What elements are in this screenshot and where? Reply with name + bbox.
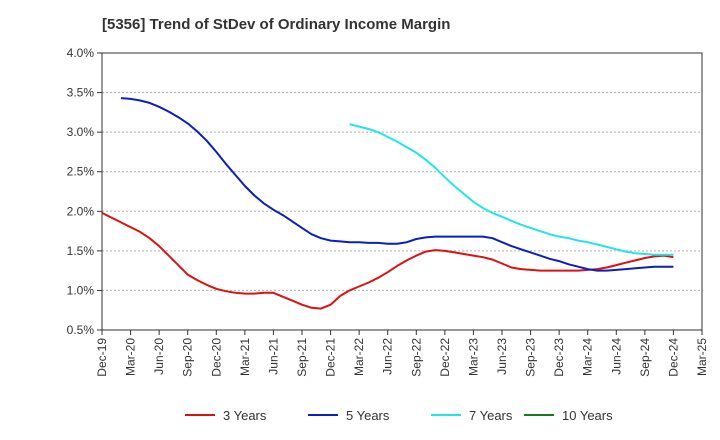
x-tick-label: Jun-22 bbox=[381, 338, 395, 375]
x-tick-label: Mar-23 bbox=[466, 338, 480, 376]
x-tick-label: Dec-24 bbox=[666, 338, 680, 377]
series-line-3-years bbox=[101, 212, 674, 310]
x-tick-label: Jun-23 bbox=[495, 338, 509, 375]
x-tick-label: Mar-22 bbox=[352, 338, 366, 376]
y-tick-label: 1.5% bbox=[67, 244, 95, 258]
x-tick-label: Sep-23 bbox=[524, 338, 538, 377]
x-tick-label: Mar-21 bbox=[238, 338, 252, 376]
series-line-5-years bbox=[120, 97, 674, 272]
legend-label-10-years: 10 Years bbox=[562, 408, 613, 423]
x-tick-label: Mar-24 bbox=[581, 338, 595, 376]
x-tick-label: Dec-21 bbox=[324, 338, 338, 377]
x-tick-label: Jun-24 bbox=[609, 338, 623, 375]
legend-label-5-years: 5 Years bbox=[346, 408, 390, 423]
x-tick-label: Sep-22 bbox=[409, 338, 423, 377]
x-tick-label: Dec-23 bbox=[552, 338, 566, 377]
x-axis-ticks: Dec-19 Mar-20 Jun-20 Sep-20 Dec-20 Mar-21 Jun-… bbox=[95, 330, 709, 377]
y-tick-label: 4.0% bbox=[67, 46, 95, 60]
x-tick-label: Jun-21 bbox=[266, 338, 280, 375]
series-layer bbox=[101, 97, 674, 310]
legend-label-7-years: 7 Years bbox=[469, 408, 513, 423]
plot-frame bbox=[101, 52, 703, 331]
plot-axes bbox=[101, 52, 703, 331]
y-tick-label: 2.5% bbox=[67, 165, 95, 179]
y-tick-label: 3.5% bbox=[67, 86, 95, 100]
legend: 3 Years 5 Years 7 Years 10 Years bbox=[185, 408, 613, 423]
x-tick-label: Jun-20 bbox=[152, 338, 166, 375]
y-tick-label: 0.5% bbox=[67, 323, 95, 337]
x-tick-label: Dec-22 bbox=[438, 338, 452, 377]
legend-label-3-years: 3 Years bbox=[223, 408, 267, 423]
y-tick-label: 1.0% bbox=[67, 283, 95, 297]
x-tick-label: Dec-20 bbox=[209, 338, 223, 377]
y-tick-label: 3.0% bbox=[67, 125, 95, 139]
x-tick-label: Sep-21 bbox=[295, 338, 309, 377]
series-line-7-years bbox=[349, 123, 674, 256]
y-axis-ticks: 0.5% 1.0% 1.5% 2.0% 2.5% 3.0% 3.5% 4.0% bbox=[67, 46, 102, 337]
x-tick-label: Sep-20 bbox=[181, 338, 195, 377]
y-tick-label: 2.0% bbox=[67, 204, 95, 218]
x-tick-label: Mar-25 bbox=[695, 338, 709, 376]
chart-title: [5356] Trend of StDev of Ordinary Income… bbox=[102, 16, 450, 33]
x-tick-label: Dec-19 bbox=[95, 338, 109, 377]
x-tick-label: Mar-20 bbox=[124, 338, 138, 376]
grid-lines bbox=[102, 52, 702, 331]
x-tick-label: Sep-24 bbox=[638, 338, 652, 377]
